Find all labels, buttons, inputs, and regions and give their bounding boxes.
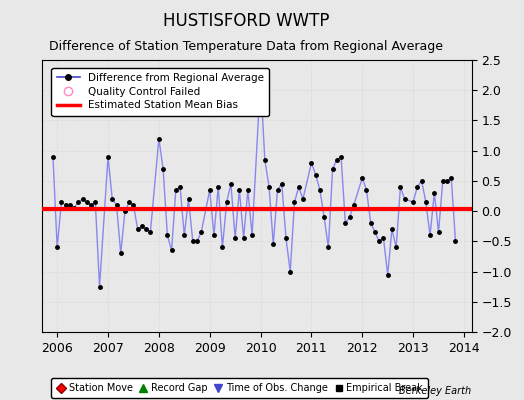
Text: Difference of Station Temperature Data from Regional Average: Difference of Station Temperature Data f… — [49, 40, 443, 53]
Text: Berkeley Earth: Berkeley Earth — [399, 386, 472, 396]
Text: HUSTISFORD WWTP: HUSTISFORD WWTP — [163, 12, 330, 30]
Legend: Station Move, Record Gap, Time of Obs. Change, Empirical Break: Station Move, Record Gap, Time of Obs. C… — [51, 378, 428, 398]
